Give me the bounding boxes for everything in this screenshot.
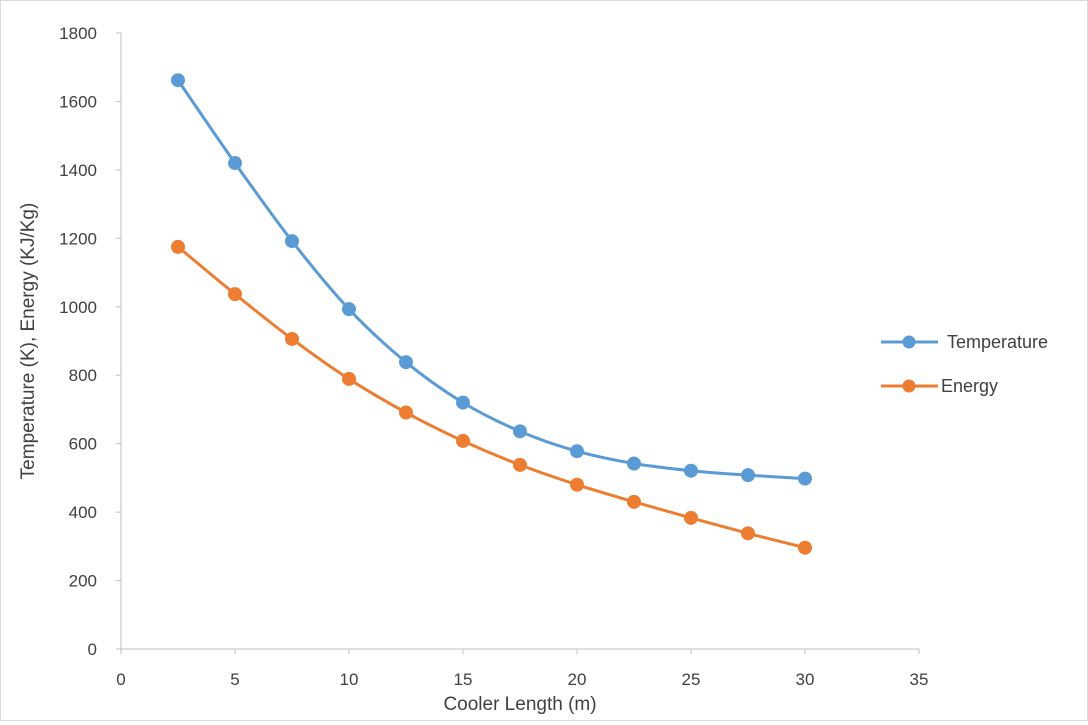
data-point-energy: [399, 405, 413, 420]
x-tick-label: 15: [454, 670, 473, 689]
y-axis-title: Temperature (K), Energy (KJ/Kg): [18, 203, 39, 480]
series-temperature: [171, 73, 812, 486]
x-tick-label: 20: [568, 670, 587, 689]
legend: Temperature Energy: [881, 332, 1048, 396]
y-tick-label: 600: [69, 435, 97, 454]
legend-marker-temperature: [902, 335, 916, 349]
data-point-temperature: [798, 471, 812, 486]
data-point-temperature: [741, 468, 755, 483]
x-tick-label: 25: [682, 670, 701, 689]
axes: 0 200 400 600 800 1000 1200 1400 1600 1800 0 5 10 15 2…: [59, 24, 928, 689]
data-point-temperature: [399, 355, 413, 370]
data-point-energy: [228, 287, 242, 302]
data-point-energy: [171, 239, 185, 254]
x-tick-label: 35: [910, 670, 929, 689]
x-tick-label: 5: [230, 670, 239, 689]
x-tick-label: 30: [796, 670, 815, 689]
data-point-temperature: [627, 456, 641, 471]
y-tick-label: 400: [69, 503, 97, 522]
legend-label-temperature: Temperature: [947, 332, 1048, 352]
data-point-energy: [513, 457, 527, 472]
y-tick-label: 1600: [59, 92, 97, 111]
data-point-energy: [342, 371, 356, 386]
legend-marker-energy: [902, 379, 916, 393]
data-point-energy: [285, 331, 299, 346]
legend-label-energy: Energy: [941, 376, 998, 396]
data-point-temperature: [228, 156, 242, 171]
series-line-temperature: [176, 78, 807, 481]
x-tick-label: 0: [116, 670, 125, 689]
data-point-temperature: [570, 444, 584, 459]
x-tick-label: 10: [340, 670, 359, 689]
x-axis-title: Cooler Length (m): [443, 694, 596, 715]
data-point-energy: [627, 494, 641, 509]
series-energy: [171, 239, 812, 555]
data-point-energy: [570, 477, 584, 492]
data-point-temperature: [342, 302, 356, 317]
y-tick-label: 0: [88, 640, 97, 659]
data-point-temperature: [285, 234, 299, 249]
y-tick-label: 1000: [59, 298, 97, 317]
series-layer: [171, 73, 812, 555]
y-tick-label: 1800: [59, 24, 97, 43]
y-tick-label: 1400: [59, 161, 97, 180]
data-point-energy: [798, 540, 812, 555]
y-tick-label: 200: [69, 572, 97, 591]
data-point-temperature: [456, 395, 470, 410]
series-line-energy: [176, 245, 807, 550]
data-point-temperature: [684, 463, 698, 478]
data-point-temperature: [171, 73, 185, 88]
data-point-energy: [741, 526, 755, 541]
y-tick-label: 1200: [59, 229, 97, 248]
y-tick-label: 800: [69, 366, 97, 385]
data-point-energy: [684, 510, 698, 525]
data-point-energy: [456, 433, 470, 448]
data-point-temperature: [513, 424, 527, 439]
